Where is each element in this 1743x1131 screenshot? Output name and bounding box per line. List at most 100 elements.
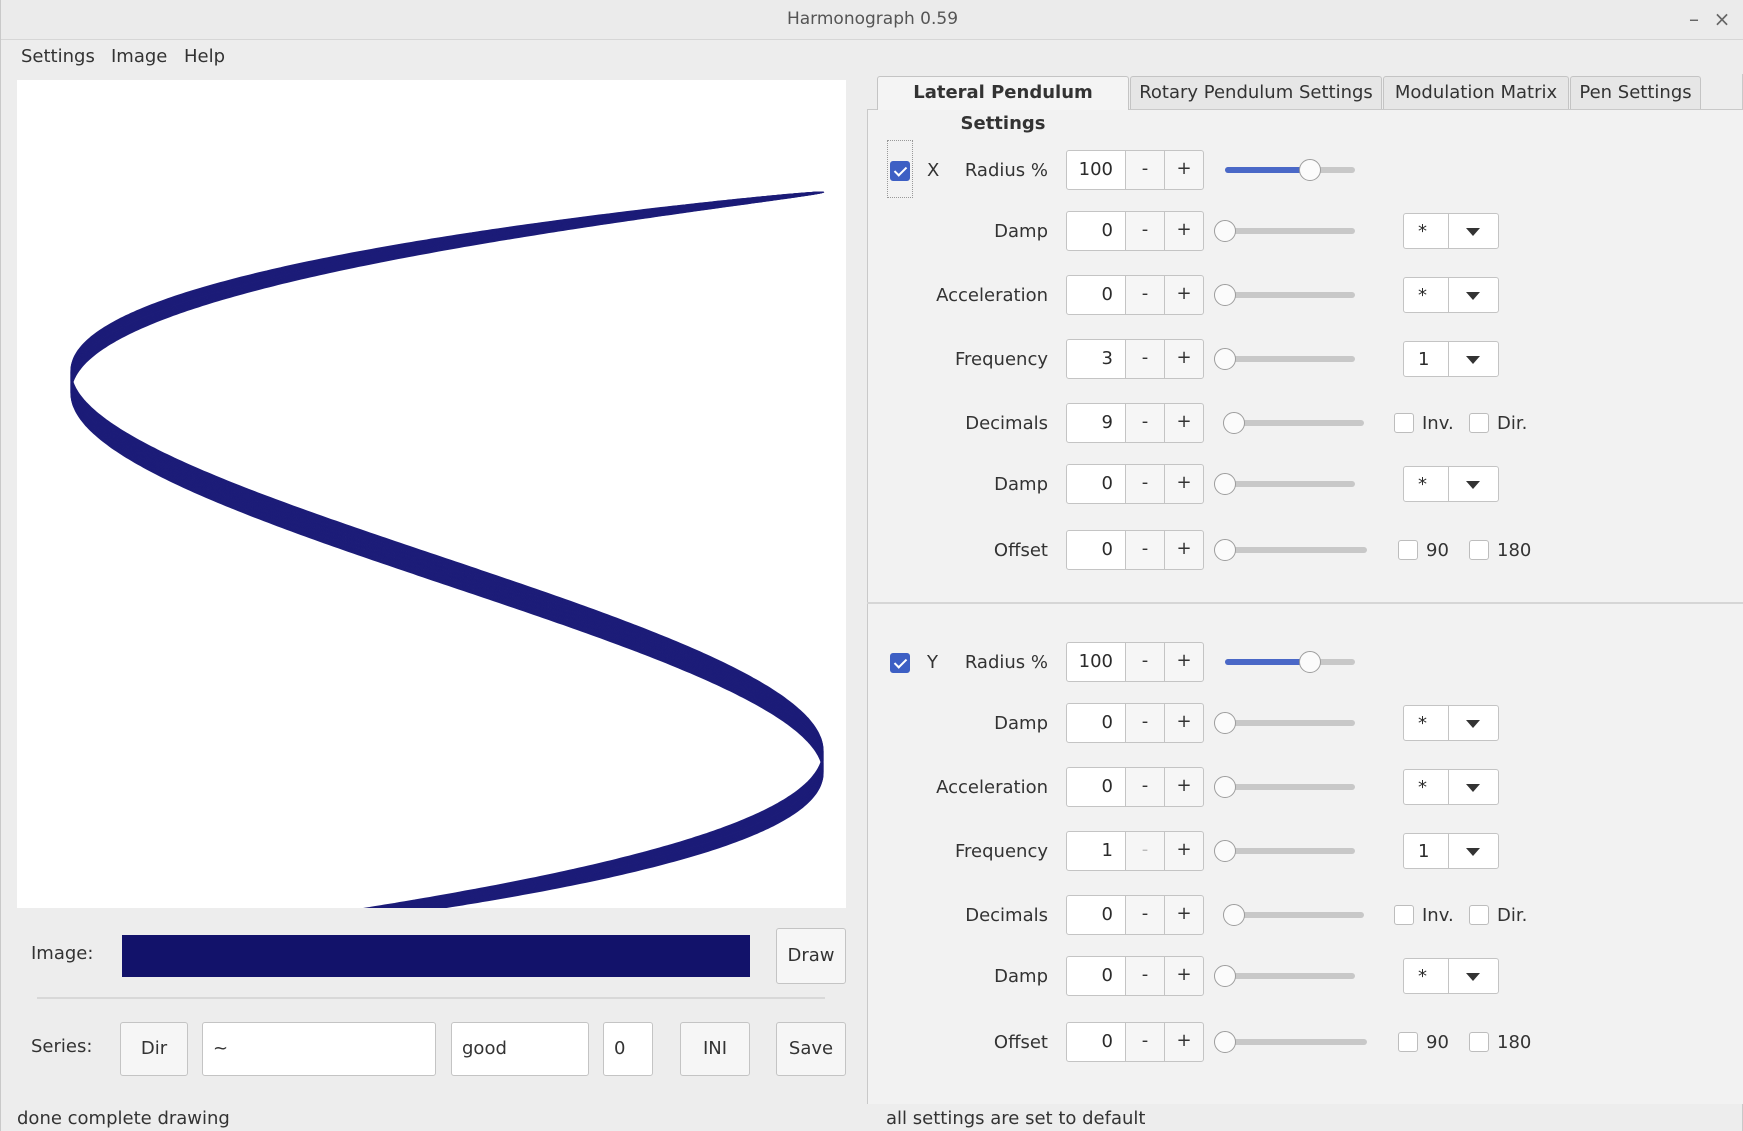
x-damp1-decrement-button[interactable]: - [1125, 211, 1165, 251]
dir-button[interactable]: Dir [120, 1022, 188, 1076]
x-acceleration-decrement-button[interactable]: - [1125, 275, 1165, 315]
x-offset-90-checkbox[interactable] [1398, 540, 1418, 560]
x-damp1-slider-handle[interactable] [1214, 220, 1236, 242]
x-frequency-combo[interactable]: 1 [1403, 341, 1499, 377]
x-decimals-slider-track[interactable] [1234, 420, 1364, 426]
y-damp2-combo[interactable]: * [1403, 958, 1499, 994]
x-acceleration-slider-track[interactable] [1225, 292, 1355, 298]
y-decimals-increment-button[interactable]: + [1164, 895, 1204, 935]
y-damp2-decrement-button[interactable]: - [1125, 956, 1165, 996]
menu-help[interactable]: Help [184, 46, 226, 67]
y-damp1-increment-button[interactable]: + [1164, 703, 1204, 743]
x-decimals-slider-handle[interactable] [1223, 412, 1245, 434]
x-radius-slider-handle[interactable] [1299, 159, 1321, 181]
y-enable-checkbox[interactable] [890, 653, 910, 673]
ini-button[interactable]: INI [680, 1022, 750, 1076]
y-radius-slider-handle[interactable] [1299, 651, 1321, 673]
y-decimals-value[interactable]: 0 [1066, 895, 1126, 935]
tab-lateral-pendulum[interactable]: Lateral Pendulum Settings [877, 76, 1129, 134]
x-damp2-value[interactable]: 0 [1066, 464, 1126, 504]
x-damp1-value[interactable]: 0 [1066, 211, 1126, 251]
x-offset-decrement-button[interactable]: - [1125, 530, 1165, 570]
x-enable-checkbox[interactable] [890, 161, 910, 181]
y-inv-checkbox[interactable] [1394, 905, 1414, 925]
y-frequency-slider-track[interactable] [1225, 848, 1355, 854]
y-damp2-value[interactable]: 0 [1066, 956, 1126, 996]
series-name-field[interactable]: good [451, 1022, 589, 1076]
y-damp1-slider-handle[interactable] [1214, 712, 1236, 734]
x-decimals-value[interactable]: 9 [1066, 403, 1126, 443]
x-damp2-decrement-button[interactable]: - [1125, 464, 1165, 504]
tab-pen-settings[interactable]: Pen Settings [1570, 76, 1701, 109]
x-radius-increment-button[interactable]: + [1164, 150, 1204, 190]
y-decimals-decrement-button[interactable]: - [1125, 895, 1165, 935]
menu-image[interactable]: Image [111, 46, 168, 67]
y-acceleration-increment-button[interactable]: + [1164, 767, 1204, 807]
x-acceleration-increment-button[interactable]: + [1164, 275, 1204, 315]
x-offset-180-checkbox[interactable] [1469, 540, 1489, 560]
x-damp1-increment-button[interactable]: + [1164, 211, 1204, 251]
menu-settings[interactable]: Settings [21, 46, 95, 67]
x-frequency-decrement-button[interactable]: - [1125, 339, 1165, 379]
harmonograph-canvas[interactable] [17, 80, 846, 908]
x-damp1-slider-track[interactable] [1225, 228, 1355, 234]
y-damp1-value[interactable]: 0 [1066, 703, 1126, 743]
x-acceleration-combo[interactable]: * [1403, 277, 1499, 313]
y-offset-increment-button[interactable]: + [1164, 1022, 1204, 1062]
x-frequency-increment-button[interactable]: + [1164, 339, 1204, 379]
x-offset-slider-handle[interactable] [1214, 539, 1236, 561]
y-damp2-slider-track[interactable] [1225, 973, 1355, 979]
image-color-swatch[interactable] [122, 935, 750, 977]
x-decimals-decrement-button[interactable]: - [1125, 403, 1165, 443]
y-offset-slider-track[interactable] [1225, 1039, 1367, 1045]
x-damp2-combo[interactable]: * [1403, 466, 1499, 502]
y-damp2-slider-handle[interactable] [1214, 965, 1236, 987]
y-offset-90-checkbox[interactable] [1398, 1032, 1418, 1052]
x-damp2-increment-button[interactable]: + [1164, 464, 1204, 504]
y-acceleration-decrement-button[interactable]: - [1125, 767, 1165, 807]
y-damp1-decrement-button[interactable]: - [1125, 703, 1165, 743]
x-inv-checkbox[interactable] [1394, 413, 1414, 433]
y-acceleration-value[interactable]: 0 [1066, 767, 1126, 807]
y-acceleration-slider-handle[interactable] [1214, 776, 1236, 798]
y-frequency-value[interactable]: 1 [1066, 831, 1126, 871]
dir-field[interactable]: ~ [202, 1022, 436, 1076]
x-dir-checkbox[interactable] [1469, 413, 1489, 433]
x-damp2-slider-track[interactable] [1225, 481, 1355, 487]
close-button[interactable]: × [1713, 7, 1731, 31]
x-radius-value[interactable]: 100 [1066, 150, 1126, 190]
save-button[interactable]: Save [776, 1022, 846, 1076]
x-frequency-slider-track[interactable] [1225, 356, 1355, 362]
x-decimals-increment-button[interactable]: + [1164, 403, 1204, 443]
y-decimals-slider-track[interactable] [1234, 912, 1364, 918]
x-acceleration-slider-handle[interactable] [1214, 284, 1236, 306]
y-radius-increment-button[interactable]: + [1164, 642, 1204, 682]
x-damp1-combo[interactable]: * [1403, 213, 1499, 249]
y-acceleration-combo[interactable]: * [1403, 769, 1499, 805]
x-offset-value[interactable]: 0 [1066, 530, 1126, 570]
y-frequency-combo[interactable]: 1 [1403, 833, 1499, 869]
y-frequency-increment-button[interactable]: + [1164, 831, 1204, 871]
y-acceleration-slider-track[interactable] [1225, 784, 1355, 790]
y-damp1-slider-track[interactable] [1225, 720, 1355, 726]
x-acceleration-value[interactable]: 0 [1066, 275, 1126, 315]
series-index-field[interactable]: 0 [603, 1022, 653, 1076]
x-frequency-value[interactable]: 3 [1066, 339, 1126, 379]
y-offset-slider-handle[interactable] [1214, 1031, 1236, 1053]
y-dir-checkbox[interactable] [1469, 905, 1489, 925]
tab-rotary-pendulum[interactable]: Rotary Pendulum Settings [1130, 76, 1382, 109]
x-damp2-slider-handle[interactable] [1214, 473, 1236, 495]
tab-modulation-matrix[interactable]: Modulation Matrix [1383, 76, 1569, 109]
minimize-button[interactable]: – [1689, 7, 1699, 31]
y-offset-value[interactable]: 0 [1066, 1022, 1126, 1062]
x-offset-increment-button[interactable]: + [1164, 530, 1204, 570]
y-offset-decrement-button[interactable]: - [1125, 1022, 1165, 1062]
x-frequency-slider-handle[interactable] [1214, 348, 1236, 370]
x-radius-decrement-button[interactable]: - [1125, 150, 1165, 190]
y-radius-value[interactable]: 100 [1066, 642, 1126, 682]
draw-button[interactable]: Draw [776, 928, 846, 984]
y-decimals-slider-handle[interactable] [1223, 904, 1245, 926]
y-frequency-decrement-button[interactable]: - [1125, 831, 1165, 871]
y-damp2-increment-button[interactable]: + [1164, 956, 1204, 996]
x-offset-slider-track[interactable] [1225, 547, 1367, 553]
